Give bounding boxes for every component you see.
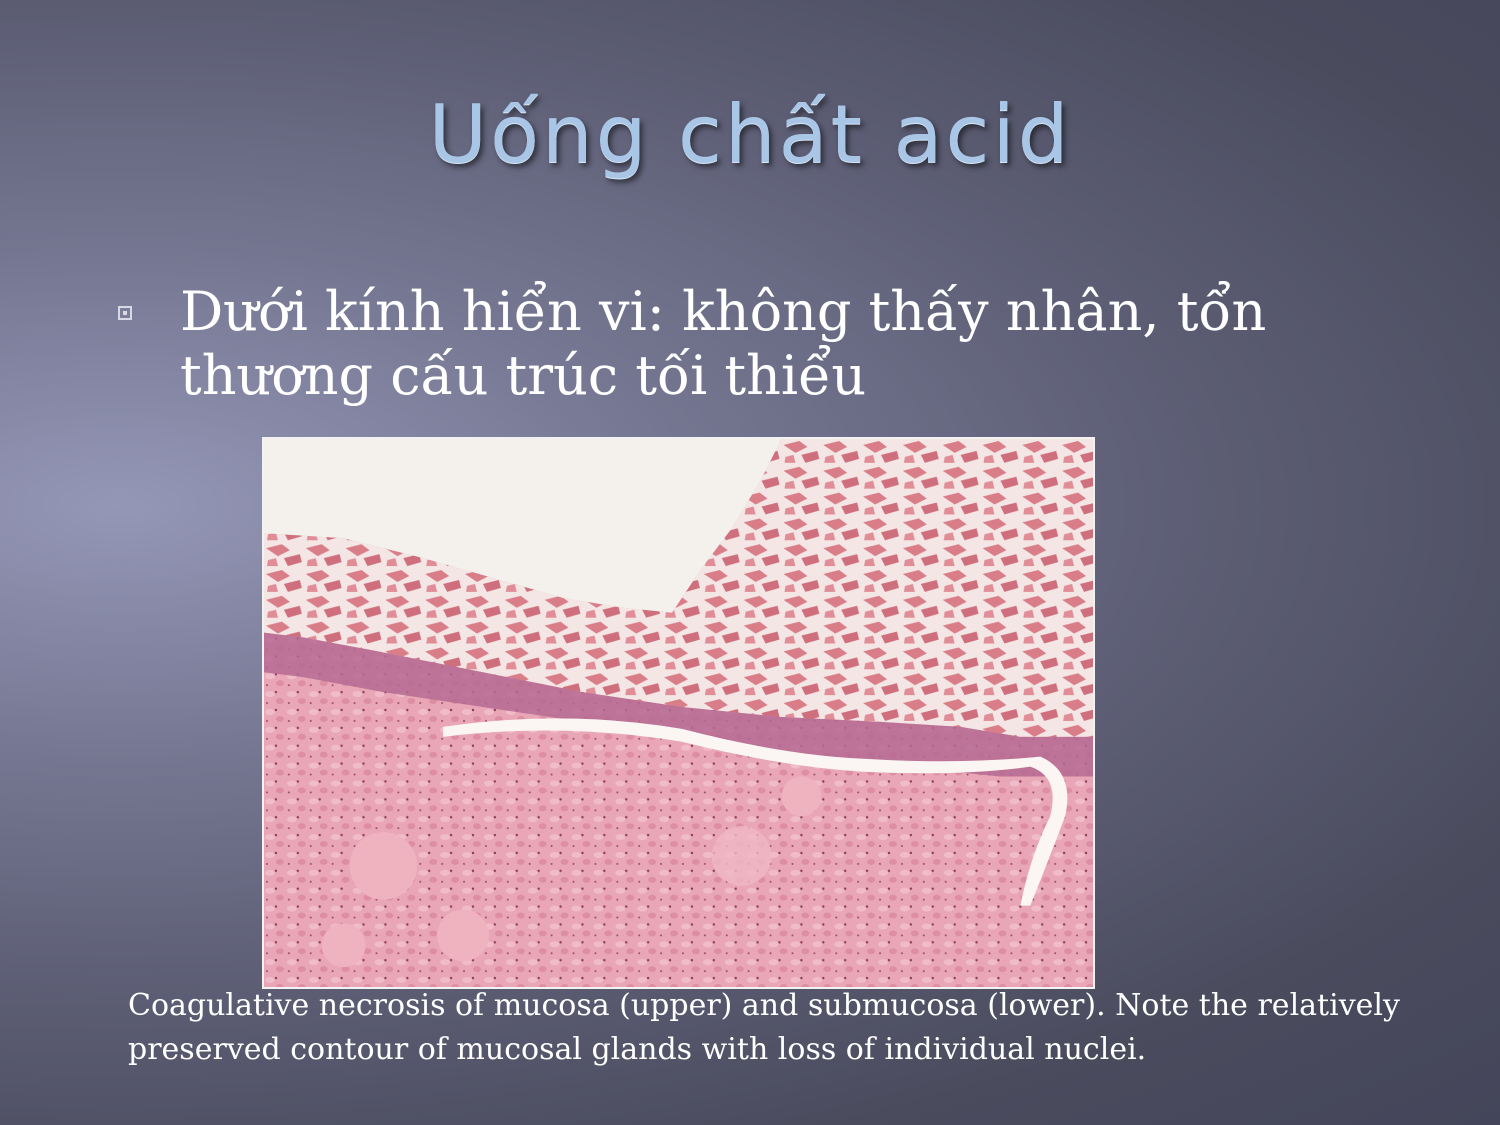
image-caption: Coagulative necrosis of mucosa (upper) a… [128, 988, 1400, 1067]
slide-title: Uống chất acid [428, 88, 1072, 181]
bullet-text: Dưới kính hiển vi: không thấy nhân, tổn … [180, 280, 1267, 407]
micrograph-image [262, 437, 1095, 989]
square-bullet-icon [118, 306, 132, 320]
